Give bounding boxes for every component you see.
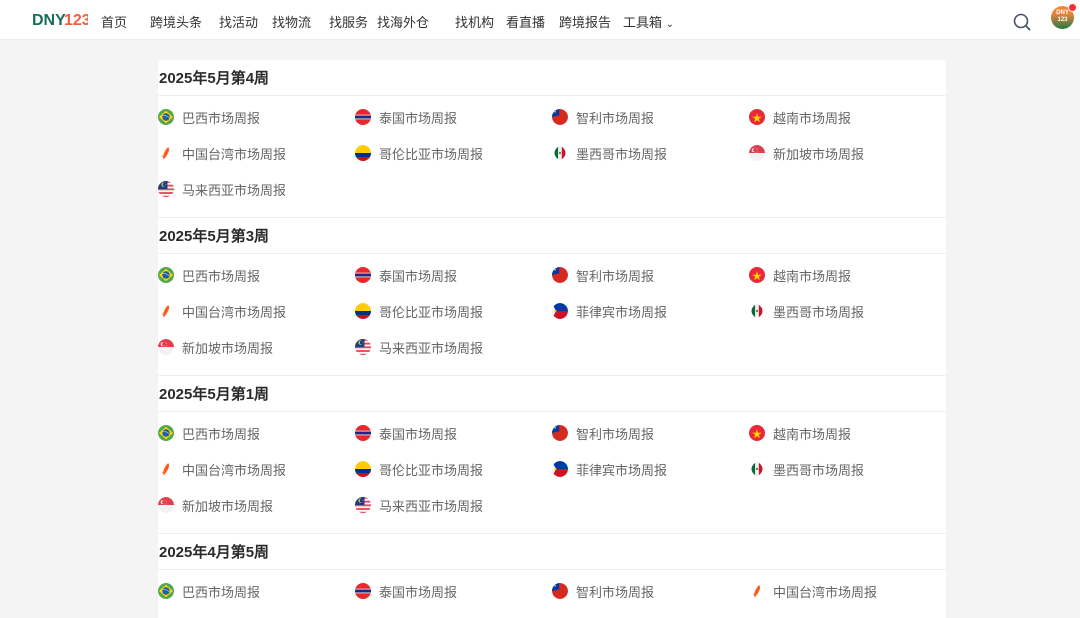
- svg-text:123: 123: [64, 12, 88, 29]
- svg-text:DNY: DNY: [32, 12, 66, 29]
